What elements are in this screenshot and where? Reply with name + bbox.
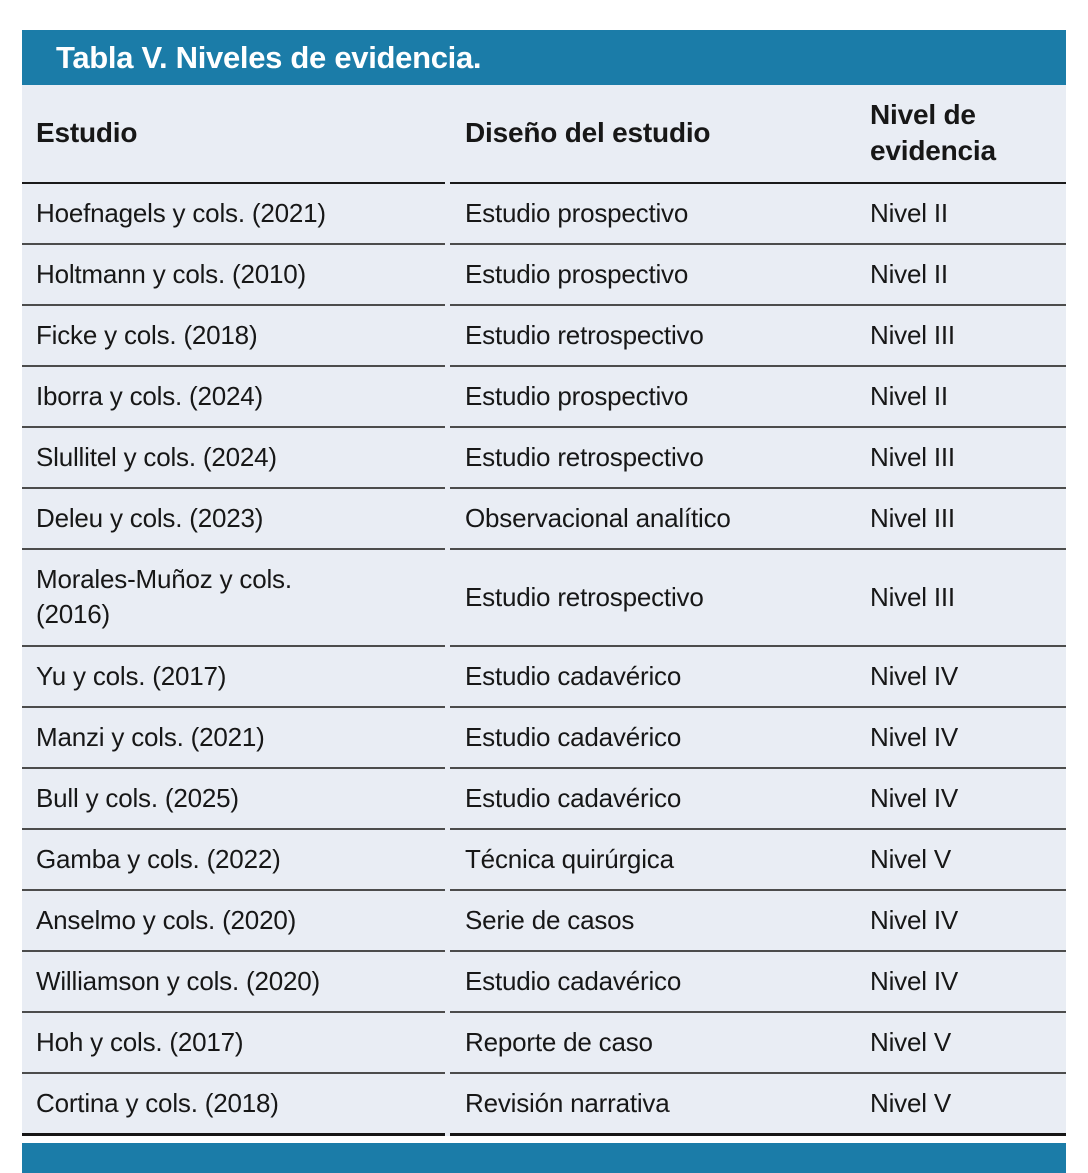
- cell-estudio: Hoh y cols. (2017): [22, 1013, 445, 1075]
- cell-estudio: Deleu y cols. (2023): [22, 489, 445, 551]
- table-row: Anselmo y cols. (2020) Serie de casos Ni…: [22, 891, 1066, 952]
- table-row: Hoefnagels y cols. (2021) Estudio prospe…: [22, 184, 1066, 245]
- table-row: Holtmann y cols. (2010) Estudio prospect…: [22, 245, 1066, 306]
- cell-estudio: Anselmo y cols. (2020): [22, 891, 445, 952]
- table-row: Cortina y cols. (2018) Revisión narrativ…: [22, 1074, 1066, 1137]
- table-row: Ficke y cols. (2018) Estudio retrospecti…: [22, 306, 1066, 368]
- cell-estudio: Gamba y cols. (2022): [22, 830, 445, 891]
- cell-estudio: Ficke y cols. (2018): [22, 306, 445, 368]
- cell-nivel: Nivel III: [870, 428, 1066, 490]
- table-row: Yu y cols. (2017) Estudio cadavérico Niv…: [22, 647, 1066, 708]
- cell-diseno: Serie de casos: [450, 891, 870, 952]
- table-row: Manzi y cols. (2021) Estudio cadavérico …: [22, 708, 1066, 769]
- cell-nivel: Nivel II: [870, 245, 1066, 306]
- cell-estudio: Iborra y cols. (2024): [22, 367, 445, 429]
- column-header-diseno: Diseño del estudio: [450, 85, 870, 184]
- cell-diseno: Estudio retrospectivo: [450, 550, 870, 647]
- table-row: Gamba y cols. (2022) Técnica quirúrgica …: [22, 830, 1066, 891]
- cell-estudio: Yu y cols. (2017): [22, 647, 445, 708]
- table-row: Slullitel y cols. (2024) Estudio retrosp…: [22, 428, 1066, 490]
- cell-diseno: Reporte de caso: [450, 1013, 870, 1075]
- cell-nivel: Nivel IV: [870, 891, 1066, 952]
- cell-nivel: Nivel IV: [870, 708, 1066, 769]
- cell-estudio: Williamson y cols. (2020): [22, 952, 445, 1014]
- cell-nivel: Nivel III: [870, 306, 1066, 368]
- cell-estudio: Bull y cols. (2025): [22, 769, 445, 830]
- cell-nivel: Nivel II: [870, 184, 1066, 245]
- cell-diseno: Estudio prospectivo: [450, 367, 870, 429]
- cell-diseno: Estudio cadavérico: [450, 952, 870, 1014]
- cell-diseno: Observacional analítico: [450, 489, 870, 551]
- table-footer-bar: [22, 1143, 1066, 1173]
- cell-nivel: Nivel IV: [870, 769, 1066, 830]
- table-row: Williamson y cols. (2020) Estudio cadavé…: [22, 952, 1066, 1014]
- cell-estudio: Morales-Muñoz y cols. (2016): [22, 550, 445, 647]
- evidence-table: Estudio Diseño del estudio Nivel de evid…: [22, 85, 1066, 1137]
- table-header-row: Estudio Diseño del estudio Nivel de evid…: [22, 85, 1066, 184]
- cell-diseno: Estudio cadavérico: [450, 708, 870, 769]
- column-header-nivel: Nivel de evidencia: [870, 85, 1066, 184]
- cell-nivel: Nivel II: [870, 367, 1066, 429]
- cell-nivel: Nivel IV: [870, 952, 1066, 1014]
- cell-estudio: Slullitel y cols. (2024): [22, 428, 445, 490]
- cell-diseno: Estudio prospectivo: [450, 184, 870, 245]
- cell-nivel: Nivel III: [870, 550, 1066, 647]
- cell-diseno: Estudio prospectivo: [450, 245, 870, 306]
- table-row: Bull y cols. (2025) Estudio cadavérico N…: [22, 769, 1066, 830]
- table-row: Hoh y cols. (2017) Reporte de caso Nivel…: [22, 1013, 1066, 1075]
- cell-estudio: Holtmann y cols. (2010): [22, 245, 445, 306]
- cell-diseno: Revisión narrativa: [450, 1074, 870, 1137]
- cell-estudio: Manzi y cols. (2021): [22, 708, 445, 769]
- cell-nivel: Nivel V: [870, 1013, 1066, 1075]
- cell-diseno: Estudio cadavérico: [450, 769, 870, 830]
- cell-estudio: Cortina y cols. (2018): [22, 1074, 445, 1137]
- cell-nivel: Nivel IV: [870, 647, 1066, 708]
- cell-nivel: Nivel V: [870, 830, 1066, 891]
- cell-nivel: Nivel III: [870, 489, 1066, 551]
- cell-diseno: Estudio retrospectivo: [450, 428, 870, 490]
- cell-nivel: Nivel V: [870, 1074, 1066, 1137]
- cell-estudio: Hoefnagels y cols. (2021): [22, 184, 445, 245]
- table-row: Deleu y cols. (2023) Observacional analí…: [22, 489, 1066, 551]
- cell-diseno: Técnica quirúrgica: [450, 830, 870, 891]
- cell-diseno: Estudio cadavérico: [450, 647, 870, 708]
- table-title-bar: Tabla V. Niveles de evidencia.: [22, 30, 1066, 85]
- table-row: Iborra y cols. (2024) Estudio prospectiv…: [22, 367, 1066, 429]
- column-header-estudio: Estudio: [22, 85, 445, 184]
- table-row: Morales-Muñoz y cols. (2016) Estudio ret…: [22, 550, 1066, 647]
- table-title: Tabla V. Niveles de evidencia.: [56, 39, 482, 75]
- cell-diseno: Estudio retrospectivo: [450, 306, 870, 368]
